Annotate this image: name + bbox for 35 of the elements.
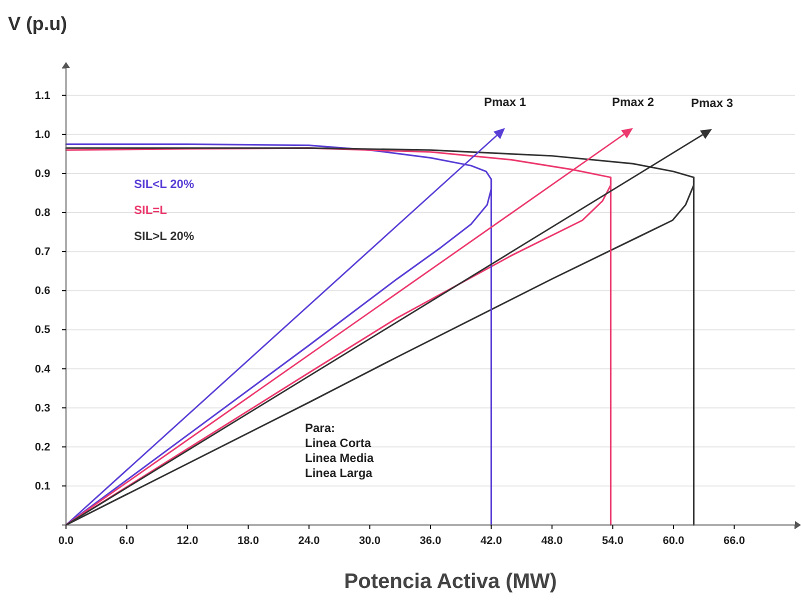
x-tick-label: 24.0 [298, 535, 320, 548]
y-tick-label: 1.1 [34, 90, 50, 102]
x-tick-label: 18.0 [238, 535, 259, 548]
x-tick-label: 42.0 [480, 535, 502, 548]
x-tick-label: 30.0 [359, 535, 380, 548]
x-tick-label: 0.0 [58, 535, 74, 548]
y-tick-label: 0.1 [34, 480, 50, 492]
text: SIL<L 20% [134, 177, 194, 191]
annotation: Pmax 1 [484, 95, 526, 109]
y-tick-label: 0.3 [34, 402, 50, 414]
y-tick-label: 0.7 [34, 246, 50, 258]
annotation: Para: [305, 421, 336, 435]
x-tick-label: 54.0 [602, 535, 624, 548]
text: SIL>L 20% [134, 229, 194, 243]
annotation: Pmax 2 [612, 95, 654, 109]
x-tick-label: 6.0 [119, 535, 134, 548]
x-tick-label: 60.0 [662, 535, 684, 548]
annotation: Linea Corta [305, 436, 372, 450]
annotation: Linea Larga [305, 466, 373, 480]
y-tick-label: 0.2 [34, 441, 50, 454]
x-tick-label: 12.0 [176, 535, 198, 548]
annotation: Linea Media [305, 451, 374, 465]
y-tick-label: 1.0 [34, 128, 50, 141]
y-axis-title: V (p.u) [8, 14, 68, 35]
x-tick-label: 66.0 [724, 535, 745, 548]
y-tick-label: 0.4 [34, 363, 52, 376]
text: SIL=L [134, 203, 168, 217]
x-tick-label: 48.0 [541, 535, 563, 548]
x-axis-title: Potencia Activa (MW) [344, 570, 557, 593]
y-tick-label: 0.8 [34, 207, 50, 220]
y-tick-label: 0.9 [34, 168, 50, 180]
annotation: Pmax 3 [690, 96, 734, 110]
y-tick-label: 0.5 [34, 324, 50, 336]
y-tick-label: 0.6 [34, 285, 50, 298]
x-tick-label: 36.0 [420, 535, 442, 548]
